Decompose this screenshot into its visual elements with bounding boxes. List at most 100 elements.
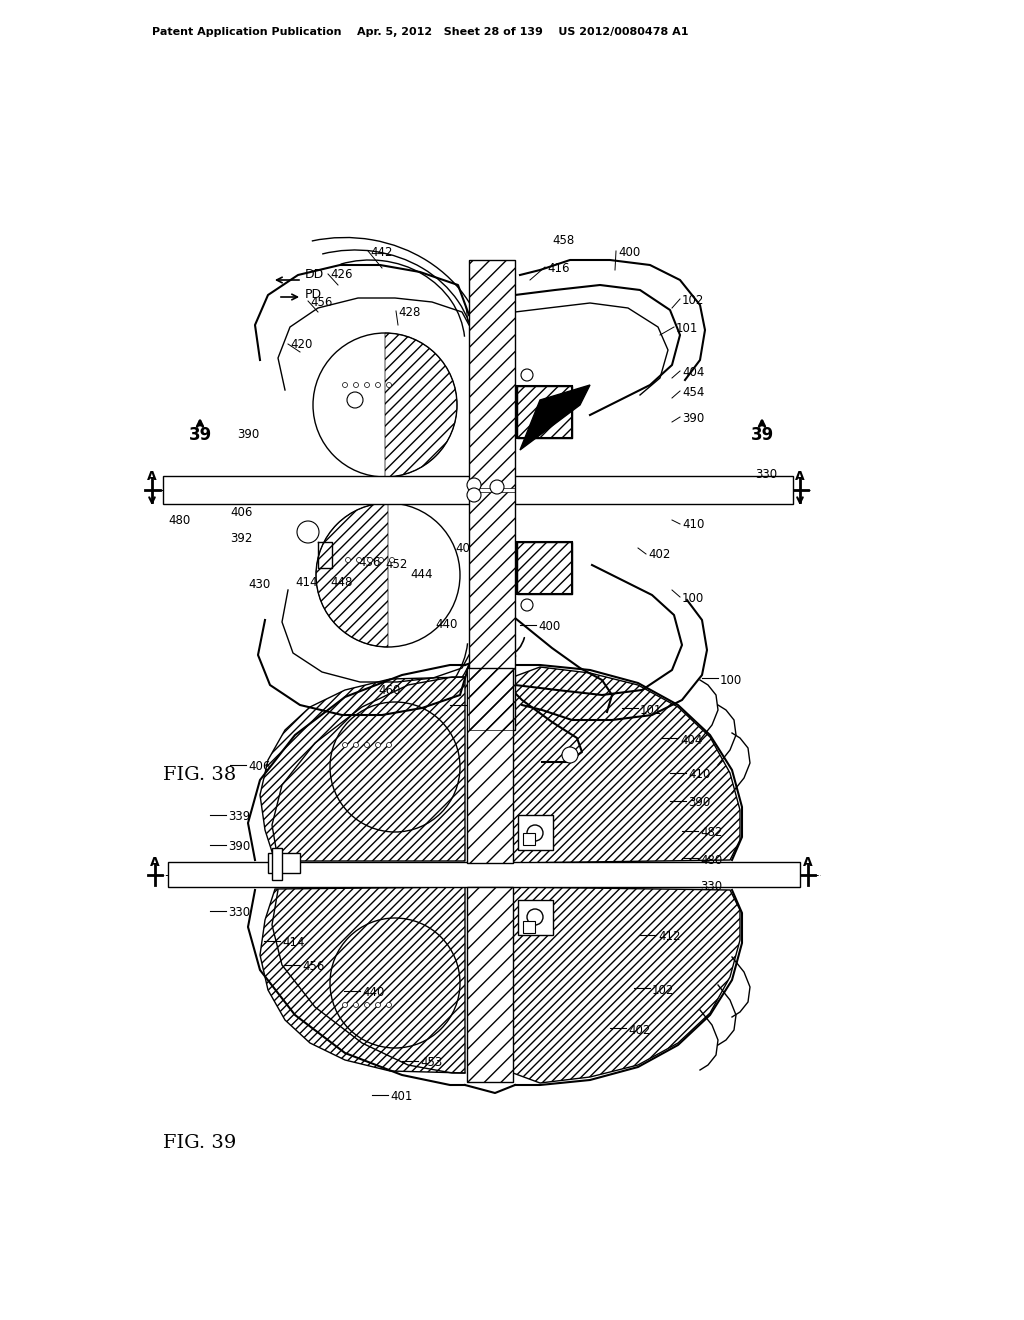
Text: 426: 426 [330,268,352,281]
Bar [517,543,572,594]
Circle shape [342,742,347,747]
Text: 460: 460 [378,684,400,697]
Bar [467,668,513,863]
Text: 400: 400 [538,620,560,634]
Text: FIG. 38: FIG. 38 [163,766,237,784]
Text: 330: 330 [700,880,722,894]
Text: 339: 339 [228,810,250,824]
Circle shape [562,747,578,763]
Text: 39: 39 [188,426,212,444]
Text: 453: 453 [420,1056,442,1069]
Circle shape [365,383,370,388]
Text: 404: 404 [682,366,705,379]
Text: 400: 400 [618,246,640,259]
Text: 418: 418 [478,656,501,668]
Circle shape [347,392,362,408]
Text: 101: 101 [640,704,663,717]
Circle shape [389,557,394,562]
Text: 392: 392 [230,532,252,544]
Circle shape [386,742,391,747]
Text: 454: 454 [682,385,705,399]
Bar [517,385,572,438]
Circle shape [345,557,350,562]
Text: 480: 480 [168,513,190,527]
Text: 420: 420 [290,338,312,351]
Text: FIG. 39: FIG. 39 [163,1134,237,1152]
Bar [518,900,553,935]
Text: 102: 102 [682,293,705,306]
Text: 102: 102 [652,983,675,997]
Text: 458: 458 [552,234,574,247]
Bar [467,887,513,1082]
Text: 430: 430 [248,578,270,591]
Text: 444: 444 [410,569,432,582]
Text: Patent Application Publication    Apr. 5, 2012   Sheet 28 of 139    US 2012/0080: Patent Application Publication Apr. 5, 2… [152,26,688,37]
Polygon shape [260,677,465,861]
Text: 482: 482 [700,826,722,840]
Circle shape [297,521,319,543]
Circle shape [521,599,534,611]
Text: PD: PD [305,288,323,301]
Circle shape [376,742,381,747]
Text: 438: 438 [485,578,507,591]
Text: 404: 404 [680,734,702,747]
Text: A: A [151,857,160,870]
Circle shape [353,383,358,388]
Circle shape [490,480,504,494]
Text: 440: 440 [362,986,384,999]
Text: 436: 436 [358,556,380,569]
Bar [272,847,282,880]
Text: 428: 428 [398,305,421,318]
Circle shape [527,825,543,841]
Text: A: A [803,857,813,870]
Circle shape [386,1002,391,1007]
Circle shape [521,370,534,381]
Circle shape [527,909,543,925]
Bar [517,543,572,594]
Text: A: A [796,470,805,483]
Text: 456: 456 [302,961,325,974]
Bar [469,260,515,730]
Text: 410: 410 [688,768,711,781]
Circle shape [368,557,373,562]
Text: DD: DD [305,268,325,281]
Circle shape [376,1002,381,1007]
Bar [469,260,515,488]
Text: 410: 410 [682,519,705,532]
Bar [467,668,513,863]
Bar [168,862,800,887]
Text: 390: 390 [688,796,711,809]
Circle shape [365,1002,370,1007]
Text: 406: 406 [230,506,252,519]
Text: 402: 402 [628,1023,650,1036]
Text: 100: 100 [682,591,705,605]
Polygon shape [520,385,590,450]
Text: 480: 480 [700,854,722,866]
Circle shape [353,742,358,747]
Text: 448: 448 [330,576,352,589]
Text: 39: 39 [751,426,773,444]
Text: 452: 452 [385,558,408,572]
Circle shape [386,383,391,388]
Circle shape [376,383,381,388]
Text: 330: 330 [228,907,250,920]
Bar [469,492,515,730]
Text: 101: 101 [676,322,698,334]
Bar [268,853,300,873]
Bar [163,477,793,504]
Bar [523,921,535,933]
Circle shape [356,557,361,562]
Polygon shape [513,887,740,1082]
Text: 330: 330 [755,469,777,482]
Bar [467,887,513,1082]
Bar [518,814,553,850]
Text: 100: 100 [720,673,742,686]
Text: 456: 456 [310,296,333,309]
Text: 390: 390 [228,841,250,854]
Polygon shape [260,887,465,1073]
Text: 440: 440 [435,619,458,631]
Circle shape [379,557,384,562]
Circle shape [365,742,370,747]
Circle shape [467,488,481,502]
Text: 446: 446 [468,701,490,714]
